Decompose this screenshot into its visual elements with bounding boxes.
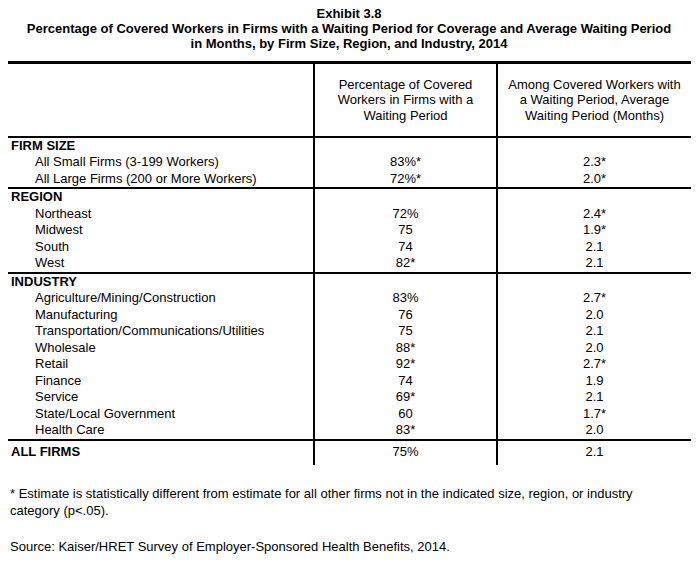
table-row: West82*2.1: [8, 255, 691, 273]
months-value: 2.1: [497, 389, 691, 406]
footnote: * Estimate is statistically different fr…: [10, 485, 682, 520]
row-label: Retail: [8, 356, 314, 373]
pct-value: 60: [314, 406, 497, 423]
pct-value: 69*: [314, 389, 497, 406]
section-pct-cell: [314, 188, 497, 206]
pct-value: 83%: [314, 290, 497, 307]
exhibit-header: Exhibit 3.8 Percentage of Covered Worker…: [0, 0, 698, 51]
table-row: Midwest751.9*: [8, 222, 691, 239]
section-header-row: FIRM SIZE: [8, 137, 691, 155]
section-header-label: REGION: [8, 188, 314, 206]
table-row: Northeast72%2.4*: [8, 206, 691, 223]
source-line: Source: Kaiser/HRET Survey of Employer-S…: [10, 538, 688, 556]
months-value: 2.0: [497, 422, 691, 440]
row-label: Midwest: [8, 222, 314, 239]
row-label: Manufacturing: [8, 307, 314, 324]
all-firms-pct-value: 75%: [314, 440, 497, 465]
exhibit-page: Exhibit 3.8 Percentage of Covered Worker…: [0, 0, 698, 565]
row-label: Transportation/Communications/Utilities: [8, 323, 314, 340]
row-label: All Large Firms (200 or More Workers): [8, 171, 314, 189]
all-firms-label: ALL FIRMS: [8, 440, 314, 465]
section-months-cell: [497, 137, 691, 155]
table-head: Percentage of Covered Workers in Firms w…: [8, 63, 691, 137]
table-row: State/Local Government601.7*: [8, 406, 691, 423]
pct-value: 72%: [314, 206, 497, 223]
row-label: State/Local Government: [8, 406, 314, 423]
pct-value: 83*: [314, 422, 497, 440]
pct-value: 75: [314, 222, 497, 239]
months-value: 1.7*: [497, 406, 691, 423]
row-label: Health Care: [8, 422, 314, 440]
pct-value: 72%*: [314, 171, 497, 189]
months-value: 2.0: [497, 307, 691, 324]
pct-value: 74: [314, 373, 497, 390]
row-label: Finance: [8, 373, 314, 390]
row-label: South: [8, 239, 314, 256]
row-label: Agriculture/Mining/Construction: [8, 290, 314, 307]
table-row: Agriculture/Mining/Construction83%2.7*: [8, 290, 691, 307]
section-header-row: REGION: [8, 188, 691, 206]
all-firms-months-value: 2.1: [497, 440, 691, 465]
table-row: Service69*2.1: [8, 389, 691, 406]
section-pct-cell: [314, 273, 497, 291]
table-row: Health Care83*2.0: [8, 422, 691, 440]
months-value: 2.7*: [497, 356, 691, 373]
row-label: Northeast: [8, 206, 314, 223]
table-row: Retail92*2.7*: [8, 356, 691, 373]
pct-value: 82*: [314, 255, 497, 273]
months-value: 2.0: [497, 340, 691, 357]
waiting-period-table: Percentage of Covered Workers in Firms w…: [8, 61, 691, 465]
table-row: Manufacturing762.0: [8, 307, 691, 324]
column-header-avg-waiting: Among Covered Workers with a Waiting Per…: [497, 63, 691, 137]
pct-value: 75: [314, 323, 497, 340]
table-row: Wholesale88*2.0: [8, 340, 691, 357]
section-header-label: INDUSTRY: [8, 273, 314, 291]
column-header-row: Percentage of Covered Workers in Firms w…: [8, 63, 691, 137]
exhibit-number: Exhibit 3.8: [0, 6, 698, 21]
months-value: 2.4*: [497, 206, 691, 223]
months-value: 2.3*: [497, 154, 691, 171]
exhibit-title: Percentage of Covered Workers in Firms w…: [22, 21, 677, 51]
pct-value: 92*: [314, 356, 497, 373]
table-body: FIRM SIZEAll Small Firms (3-199 Workers)…: [8, 137, 691, 465]
section-months-cell: [497, 273, 691, 291]
months-value: 2.0*: [497, 171, 691, 189]
row-label-header-cell: [8, 63, 314, 137]
row-label: West: [8, 255, 314, 273]
row-label: All Small Firms (3-199 Workers): [8, 154, 314, 171]
months-value: 2.1: [497, 239, 691, 256]
months-value: 2.1: [497, 255, 691, 273]
all-firms-row: ALL FIRMS75%2.1: [8, 440, 691, 465]
months-value: 1.9: [497, 373, 691, 390]
months-value: 2.1: [497, 323, 691, 340]
table-row: All Small Firms (3-199 Workers)83%*2.3*: [8, 154, 691, 171]
row-label: Service: [8, 389, 314, 406]
section-header-label: FIRM SIZE: [8, 137, 314, 155]
section-header-row: INDUSTRY: [8, 273, 691, 291]
section-pct-cell: [314, 137, 497, 155]
months-value: 1.9*: [497, 222, 691, 239]
section-months-cell: [497, 188, 691, 206]
table-row: All Large Firms (200 or More Workers)72%…: [8, 171, 691, 189]
column-header-pct-covered: Percentage of Covered Workers in Firms w…: [314, 63, 497, 137]
table-row: Transportation/Communications/Utilities7…: [8, 323, 691, 340]
table-row: South742.1: [8, 239, 691, 256]
pct-value: 76: [314, 307, 497, 324]
months-value: 2.7*: [497, 290, 691, 307]
pct-value: 83%*: [314, 154, 497, 171]
table-row: Finance741.9: [8, 373, 691, 390]
pct-value: 74: [314, 239, 497, 256]
pct-value: 88*: [314, 340, 497, 357]
row-label: Wholesale: [8, 340, 314, 357]
